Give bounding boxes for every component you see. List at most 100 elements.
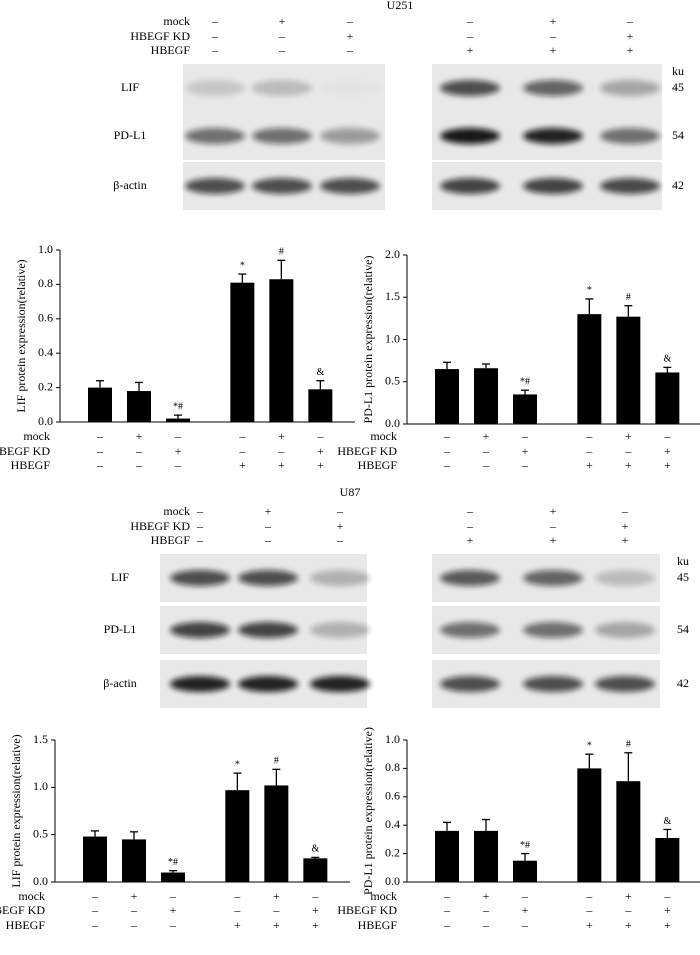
condition-sign: + (317, 458, 324, 472)
blot-band (310, 622, 370, 638)
y-axis-title: PD-L1 protein expression(relative) (361, 256, 375, 424)
condition-sign: + (550, 43, 557, 57)
bar (577, 768, 602, 882)
blot-band (185, 178, 245, 194)
blot-band (440, 622, 500, 638)
blot-band (185, 80, 245, 96)
condition-sign: + (586, 918, 593, 932)
blot-band (170, 622, 230, 638)
blot-band (523, 570, 583, 586)
condition-sign: + (625, 458, 632, 472)
condition-sign: – (277, 444, 285, 458)
condition-sign: + (273, 889, 280, 903)
significance-label: # (626, 739, 631, 750)
condition-label: HBEGF KD (0, 444, 50, 458)
condition-sign: – (91, 903, 99, 917)
bar (303, 858, 328, 882)
y-tick-label: 1.0 (385, 732, 400, 746)
condition-sign: – (130, 918, 138, 932)
condition-sign: + (622, 533, 629, 547)
condition-sign: + (625, 918, 632, 932)
blot-band (320, 80, 380, 96)
significance-label: & (663, 354, 671, 365)
blot-band (595, 570, 655, 586)
y-tick-label: 0.5 (385, 374, 400, 388)
y-tick-label: 0.5 (33, 826, 48, 840)
condition-label: HBEGF (358, 918, 398, 932)
condition-sign: + (265, 504, 272, 518)
condition-sign: – (174, 458, 182, 472)
blot-band (170, 676, 230, 692)
condition-sign: – (233, 889, 241, 903)
y-tick-label: 0.4 (38, 345, 53, 359)
bar (308, 389, 333, 422)
blot-band (170, 570, 230, 586)
blot-band (600, 128, 660, 144)
condition-sign: – (443, 444, 451, 458)
bar (166, 418, 190, 422)
bar (269, 279, 294, 422)
condition-sign: – (482, 918, 490, 932)
condition-label: mock (163, 14, 190, 28)
condition-sign: – (466, 519, 474, 533)
significance-label: # (274, 756, 279, 767)
bar (655, 372, 680, 424)
y-tick-label: 0.8 (385, 760, 400, 774)
blot-row-label: β-actin (103, 676, 136, 690)
condition-sign: – (585, 429, 593, 443)
condition-label: HBEGF KD (337, 444, 397, 458)
condition-sign: – (549, 29, 557, 43)
blot-band (320, 178, 380, 194)
condition-sign: – (663, 889, 671, 903)
condition-sign: + (664, 458, 671, 472)
condition-sign: + (627, 43, 634, 57)
unit-label: ku (672, 64, 684, 78)
blot-band (523, 80, 583, 96)
blot-band (595, 622, 655, 638)
y-tick-label: 0.2 (385, 845, 400, 859)
condition-sign: – (96, 444, 104, 458)
condition-sign: – (91, 918, 99, 932)
condition-sign: + (279, 14, 286, 28)
y-axis-title: LIF protein expression(relative) (14, 259, 28, 412)
condition-sign: – (521, 918, 529, 932)
condition-sign: – (443, 429, 451, 443)
blot-band (523, 676, 583, 692)
bar (225, 790, 250, 882)
y-tick-label: 1.5 (33, 732, 48, 746)
condition-sign: + (550, 14, 557, 28)
blot-band (252, 80, 312, 96)
condition-sign: + (483, 429, 490, 443)
significance-label: * (235, 759, 240, 770)
molecular-weight: 45 (677, 570, 689, 584)
blot-band (238, 622, 298, 638)
bar (655, 837, 680, 882)
condition-sign: + (175, 444, 182, 458)
blot-row-label: LIF (111, 570, 129, 584)
condition-label: mock (370, 889, 397, 903)
condition-sign: – (336, 533, 344, 547)
condition-sign: – (466, 504, 474, 518)
section-title: U251 (387, 0, 414, 12)
bar (616, 781, 641, 882)
condition-sign: – (211, 29, 219, 43)
condition-sign: – (626, 14, 634, 28)
condition-sign: – (311, 889, 319, 903)
bar (616, 316, 641, 424)
condition-sign: + (625, 889, 632, 903)
condition-sign: – (196, 504, 204, 518)
condition-sign: – (278, 43, 286, 57)
blot-row-label: PD-L1 (114, 128, 147, 142)
blot-band (238, 676, 298, 692)
condition-sign: – (130, 903, 138, 917)
condition-label: HBEGF (151, 43, 191, 57)
condition-label: HBEGF KD (0, 903, 45, 917)
bar (88, 387, 112, 422)
condition-sign: – (624, 903, 632, 917)
bar (577, 314, 602, 424)
condition-sign: + (627, 29, 634, 43)
blot-band (600, 80, 660, 96)
bar (264, 785, 289, 882)
bar (513, 860, 537, 882)
